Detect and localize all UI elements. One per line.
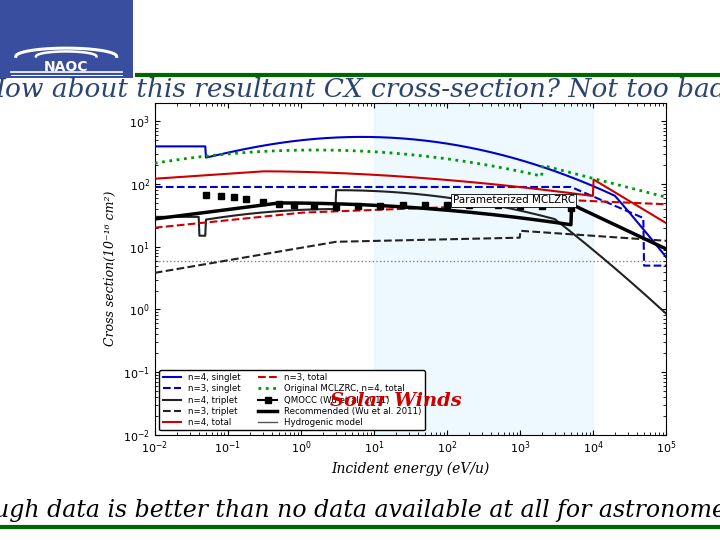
Text: Rough data is better than no data available at all for astronomers.: Rough data is better than no data availa…: [0, 499, 720, 522]
Legend: n=4, singlet, n=3, singlet, n=4, triplet, n=3, triplet, n=4, total, n=3, total, : n=4, singlet, n=3, singlet, n=4, triplet…: [159, 370, 425, 430]
X-axis label: Incident energy (eV/u): Incident energy (eV/u): [331, 462, 490, 476]
Bar: [0, 0, 133, 78]
Bar: [374, 103, 593, 435]
Text: How about this resultant CX cross-section? Not too bad!: How about this resultant CX cross-sectio…: [0, 77, 720, 102]
Text: Parameterized MCLZRC: Parameterized MCLZRC: [453, 195, 575, 205]
Text: NAOC: NAOC: [44, 59, 89, 73]
Text: Solar Winds: Solar Winds: [330, 392, 462, 410]
Y-axis label: Cross section(10⁻¹⁶ cm²): Cross section(10⁻¹⁶ cm²): [104, 191, 117, 346]
